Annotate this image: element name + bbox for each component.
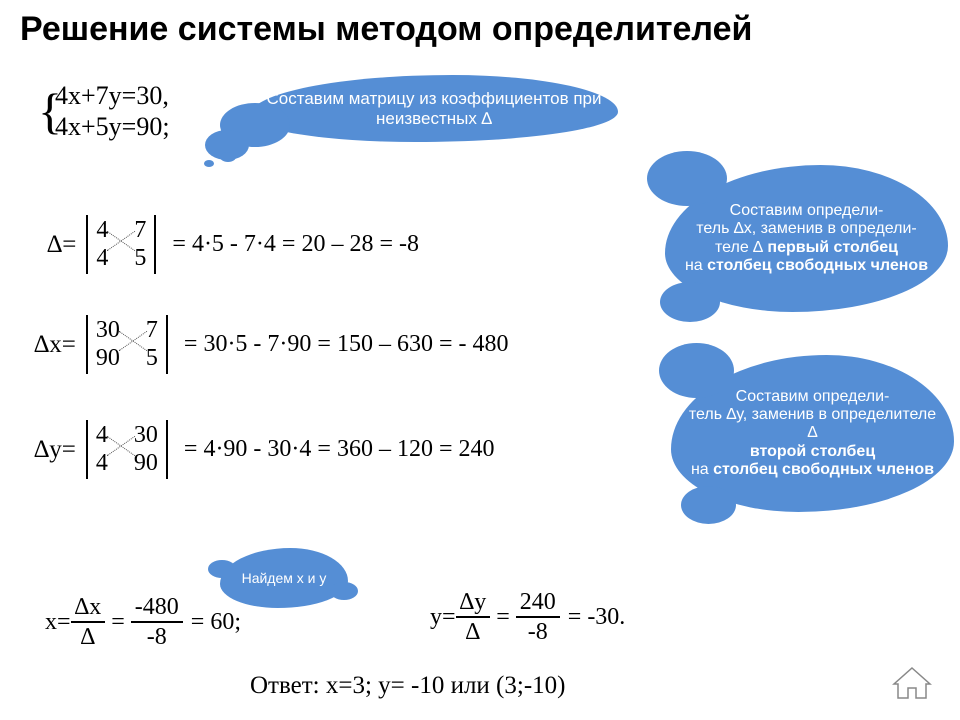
frac-den: -8: [131, 623, 183, 649]
det-calc: = 30·5 - 7·90 = 150 – 630 = - 480: [184, 331, 509, 358]
cloud-text-bold: столбец свободных членов: [713, 461, 934, 478]
equation-1: 4х+7у=30,: [55, 80, 170, 111]
det-label: ∆х=: [34, 331, 76, 359]
cloud-delta-y: Составим определи- тель ∆у, заменив в оп…: [671, 355, 954, 512]
det-calc: = 4·90 - 30·4 = 360 – 120 = 240: [184, 436, 495, 463]
matrix-cell: 30: [96, 317, 120, 345]
cross-pattern: [110, 426, 132, 466]
matrix-delta-y: 44 3090: [86, 420, 168, 479]
determinant-delta: ∆= 44 75 = 4·5 - 7·4 = 20 – 28 = -8: [47, 215, 419, 274]
fraction: 240-8: [516, 590, 560, 644]
equals: =: [496, 604, 510, 631]
matrix-cell: 7: [134, 217, 146, 245]
slide-title: Решение системы методом определителей: [20, 10, 752, 49]
cloud-text: Составим определи-: [730, 202, 884, 219]
equals: =: [111, 609, 125, 636]
matrix-cell: 30: [134, 422, 158, 450]
result: = 60;: [191, 609, 241, 636]
home-icon[interactable]: [892, 666, 932, 700]
cross-pattern: [110, 221, 132, 261]
cross-pattern: [122, 321, 144, 361]
matrix-cell: 5: [146, 345, 158, 373]
frac-num: ∆у: [456, 590, 491, 618]
cloud-bubble: [220, 152, 236, 162]
cloud-text: тель ∆х, заменив в определи-: [696, 220, 916, 237]
matrix-cell: 90: [96, 345, 120, 373]
fraction: -480-8: [131, 595, 183, 649]
frac-den: -8: [516, 618, 560, 644]
frac-den: ∆: [71, 623, 106, 649]
equation-2: 4х+5у=90;: [55, 111, 170, 142]
cloud-bubble: [204, 160, 214, 167]
final-answer: Ответ: х=3; у= -10 или (3;-10): [250, 672, 565, 700]
matrix-cell: 5: [134, 245, 146, 273]
matrix-cell: 4: [96, 245, 108, 273]
solution-y: у= ∆у∆ = 240-8 = -30.: [430, 590, 625, 644]
cloud-text-bold: первый столбец: [763, 239, 898, 256]
cloud-text: на: [691, 461, 713, 478]
frac-den: ∆: [456, 618, 491, 644]
cloud-delta-x: Составим определи- тель ∆х, заменив в оп…: [665, 165, 948, 312]
var-label: х=: [45, 609, 71, 636]
det-calc: = 4·5 - 7·4 = 20 – 28 = -8: [172, 231, 419, 258]
determinant-delta-x: ∆х= 3090 75 = 30·5 - 7·90 = 150 – 630 = …: [34, 315, 508, 374]
frac-num: ∆х: [71, 595, 106, 623]
matrix-cell: 90: [134, 450, 158, 478]
cloud-main-text: Составим матрицу из коэффициентов при не…: [264, 89, 604, 128]
cloud-main-matrix: Составим матрицу из коэффициентов при не…: [250, 75, 618, 142]
equation-system: 4х+7у=30, 4х+5у=90;: [55, 80, 170, 142]
fraction: ∆х∆: [71, 595, 106, 649]
cloud-text: теле ∆: [715, 239, 763, 256]
matrix-cell: 7: [146, 317, 158, 345]
determinant-delta-y: ∆у= 44 3090 = 4·90 - 30·4 = 360 – 120 = …: [34, 420, 495, 479]
frac-num: -480: [131, 595, 183, 623]
solution-x: х= ∆х∆ = -480-8 = 60;: [45, 595, 241, 649]
result: = -30.: [568, 604, 626, 631]
frac-num: 240: [516, 590, 560, 618]
fraction: ∆у∆: [456, 590, 491, 644]
var-label: у=: [430, 604, 456, 631]
matrix-delta: 44 75: [86, 215, 156, 274]
cloud-text: Найдем х и у: [242, 570, 327, 586]
det-label: ∆у=: [34, 436, 76, 464]
matrix-cell: 4: [96, 450, 108, 478]
cloud-text: на: [685, 257, 707, 274]
cloud-text: тель ∆у, заменив в определителе ∆: [689, 406, 936, 441]
cloud-text-bold: второй столбец: [750, 443, 875, 460]
det-label: ∆=: [47, 231, 76, 259]
cloud-text: Составим определи-: [736, 388, 890, 405]
cloud-text-bold: столбец свободных членов: [707, 257, 928, 274]
matrix-delta-x: 3090 75: [86, 315, 168, 374]
